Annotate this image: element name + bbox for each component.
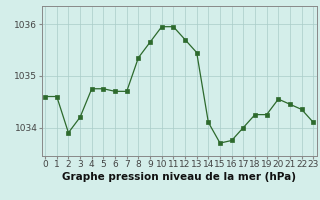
X-axis label: Graphe pression niveau de la mer (hPa): Graphe pression niveau de la mer (hPa) <box>62 172 296 182</box>
